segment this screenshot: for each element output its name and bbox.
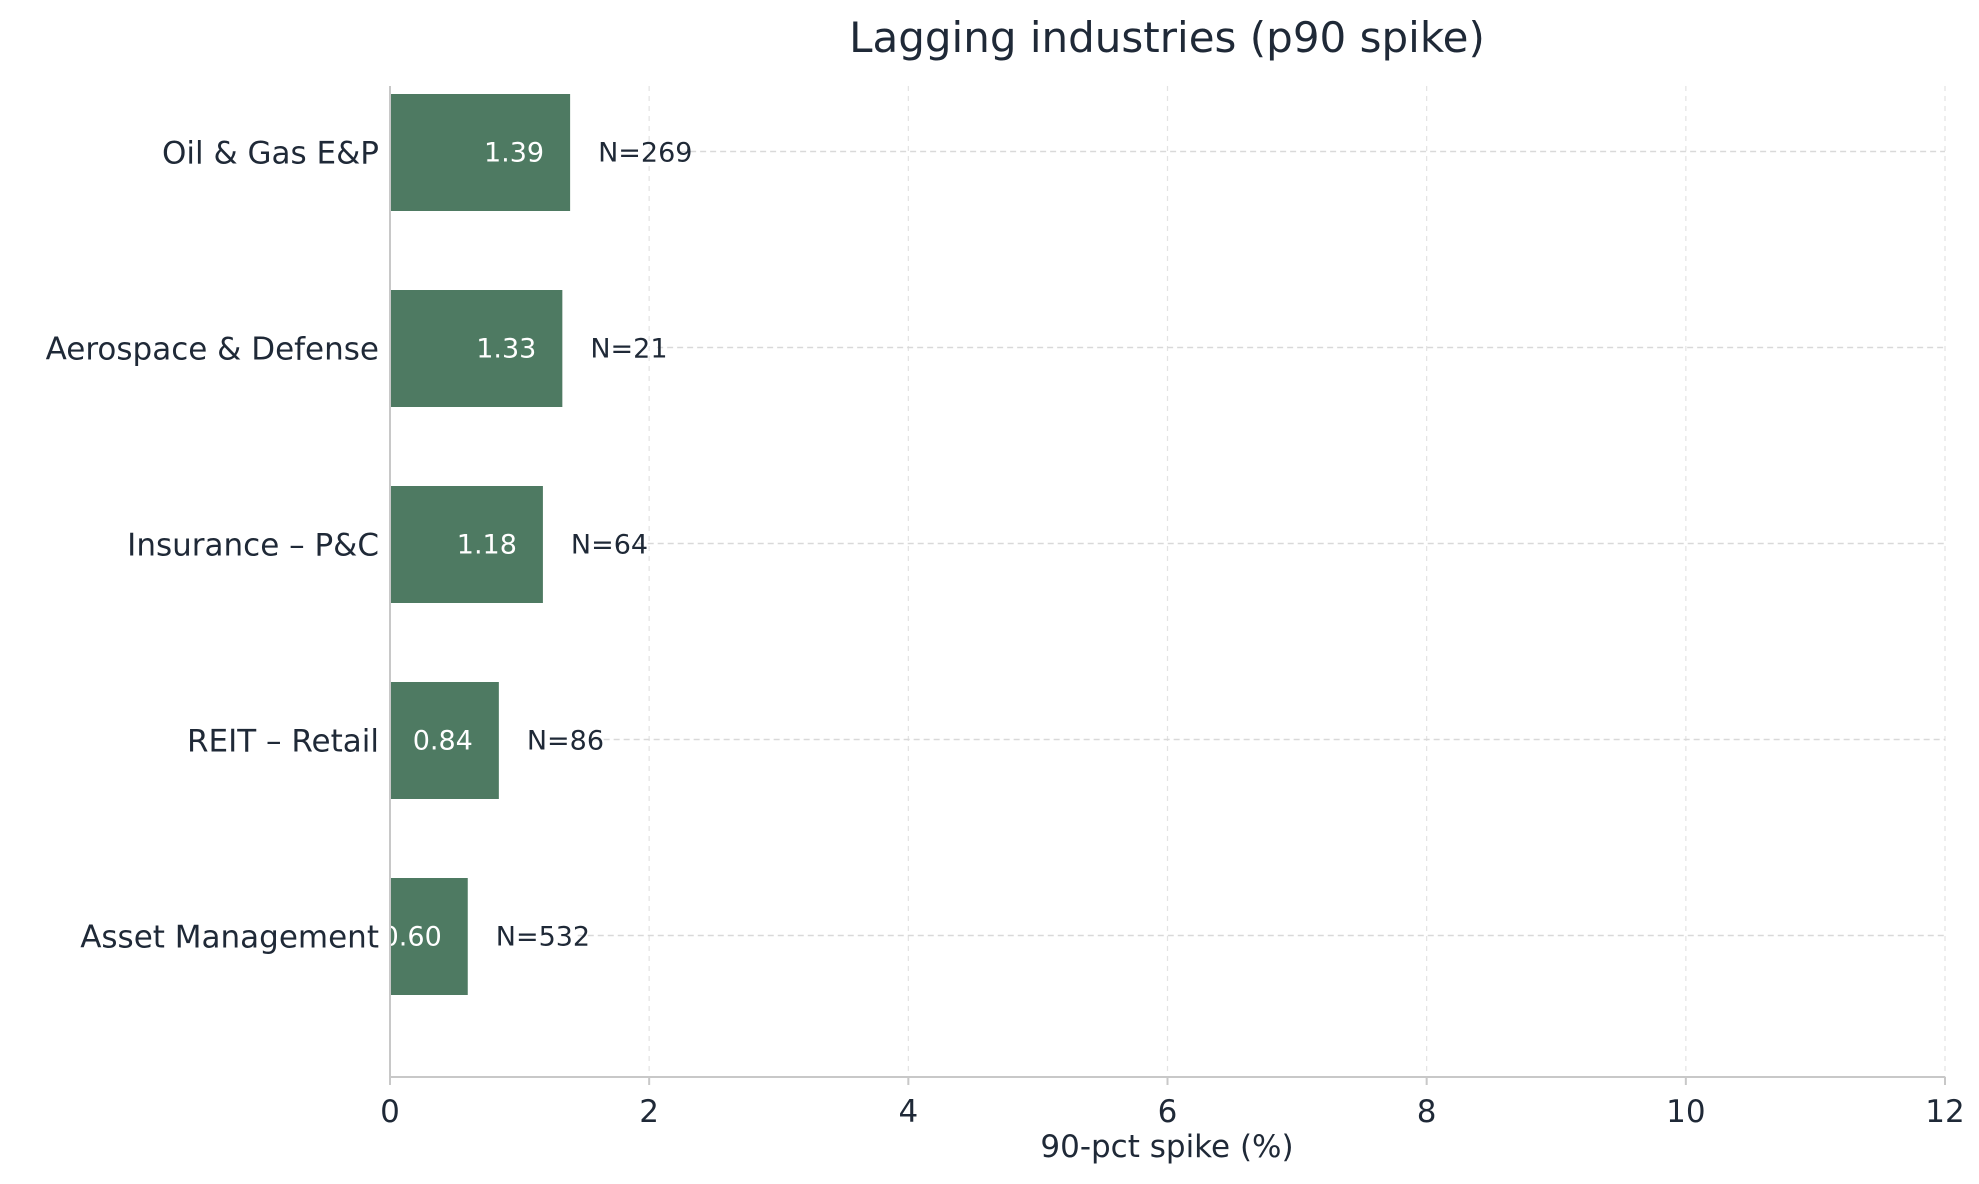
x-axis-label: 90-pct spike (%) bbox=[1040, 1129, 1293, 1165]
bar-value-label: 1.33 bbox=[476, 334, 536, 365]
bar-count-label: N=86 bbox=[527, 726, 604, 757]
grid-layer bbox=[577, 86, 1946, 1077]
bar bbox=[390, 878, 468, 995]
y-tick-label: REIT – Retail bbox=[187, 724, 379, 760]
bar bbox=[390, 94, 571, 211]
bar-count-label: N=64 bbox=[571, 530, 648, 561]
x-tick-label: 12 bbox=[1925, 1094, 1964, 1130]
bar-value-label: 0.60 bbox=[382, 922, 442, 953]
bar bbox=[390, 486, 543, 603]
x-tick-label: 8 bbox=[1417, 1094, 1437, 1130]
bar-count-label: N=21 bbox=[590, 334, 667, 365]
bar-value-label: 1.18 bbox=[457, 530, 517, 561]
bar bbox=[390, 682, 499, 799]
x-tick-label: 0 bbox=[380, 1094, 400, 1130]
bar-value-label: 0.84 bbox=[413, 726, 473, 757]
bar bbox=[390, 290, 563, 407]
bar-count-label: N=269 bbox=[598, 138, 692, 169]
y-tick-label: Aerospace & Defense bbox=[46, 332, 379, 368]
y-tick-label: Insurance – P&C bbox=[127, 528, 379, 564]
x-tick-label: 10 bbox=[1666, 1094, 1705, 1130]
x-tick-label: 2 bbox=[639, 1094, 659, 1130]
bars-layer: 1.39 N=269 1.33 N=21 1.18 N=64 0.84 N=86 0.60 N=5… bbox=[382, 94, 692, 995]
axes-layer: Oil & Gas E&P Aerospace & Defense Insuranc… bbox=[46, 86, 1965, 1130]
bar-value-label: 1.39 bbox=[484, 138, 544, 169]
chart-title: Lagging industries (p90 spike) bbox=[849, 13, 1485, 62]
bar-count-label: N=532 bbox=[496, 922, 590, 953]
x-tick-label: 4 bbox=[898, 1094, 918, 1130]
y-tick-label: Asset Management bbox=[80, 920, 379, 956]
x-tick-label: 6 bbox=[1158, 1094, 1178, 1130]
y-tick-label: Oil & Gas E&P bbox=[162, 136, 379, 172]
